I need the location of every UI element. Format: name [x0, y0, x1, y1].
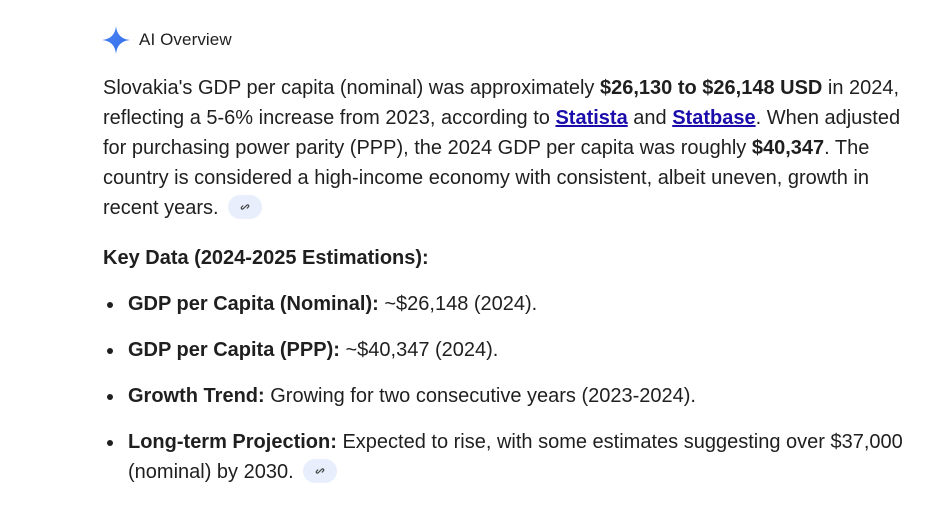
list-item-text: Growing for two consecutive years (2023-… — [264, 385, 696, 407]
summary-bold-nominal: $26,130 to $26,148 USD — [600, 77, 823, 99]
summary-bold-ppp: $40,347 — [751, 137, 825, 159]
citation-chip[interactable] — [303, 458, 338, 483]
citation-chip[interactable] — [228, 194, 263, 219]
sparkle-icon — [102, 26, 130, 54]
key-data-heading: Key Data (2024-2025 Estimations): — [103, 247, 429, 269]
summary-text: Slovakia's GDP per capita (nominal) was … — [103, 77, 600, 99]
statista-link[interactable]: Statista — [555, 107, 628, 129]
summary-text: . The country is considered a high-incom… — [103, 137, 870, 219]
list-item: GDP per Capita (PPP): ~$40,347 (2024). — [103, 335, 903, 365]
summary-text: . When adjusted for purchasing power par… — [103, 107, 901, 159]
summary-text: and — [627, 107, 673, 129]
list-item-text: Expected to rise, with some estimates su… — [128, 431, 903, 483]
list-item: GDP per Capita (Nominal): ~$26,148 (2024… — [103, 289, 903, 319]
statbase-link[interactable]: Statbase — [672, 107, 756, 129]
list-item-label: GDP per Capita (PPP): — [128, 339, 340, 361]
list-item-label: Long-term Projection: — [128, 431, 337, 453]
link-icon — [240, 203, 250, 210]
summary-paragraph: Slovakia's GDP per capita (nominal) was … — [103, 73, 903, 223]
ai-overview-header: AI Overview — [101, 24, 903, 56]
ai-overview-panel: AI Overview Slovakia's GDP per capita (n… — [101, 24, 903, 503]
list-item: Growth Trend: Growing for two consecutiv… — [103, 381, 903, 411]
bullet-icon — [107, 348, 113, 354]
bullet-icon — [107, 394, 113, 400]
link-icon — [315, 467, 325, 474]
list-item-text: ~$40,347 (2024). — [339, 339, 499, 361]
list-item-text: ~$26,148 (2024). — [378, 293, 538, 315]
key-data-list: GDP per Capita (Nominal): ~$26,148 (2024… — [103, 289, 903, 487]
list-item: Long-term Projection: Expected to rise, … — [103, 427, 903, 487]
list-item-label: GDP per Capita (Nominal): — [128, 293, 379, 315]
list-item-label: Growth Trend: — [128, 385, 265, 407]
ai-overview-title: AI Overview — [139, 30, 232, 49]
summary-text: in 2024, reflecting a 5-6% increase from… — [103, 77, 900, 129]
bullet-icon — [107, 440, 113, 446]
bullet-icon — [107, 302, 113, 308]
